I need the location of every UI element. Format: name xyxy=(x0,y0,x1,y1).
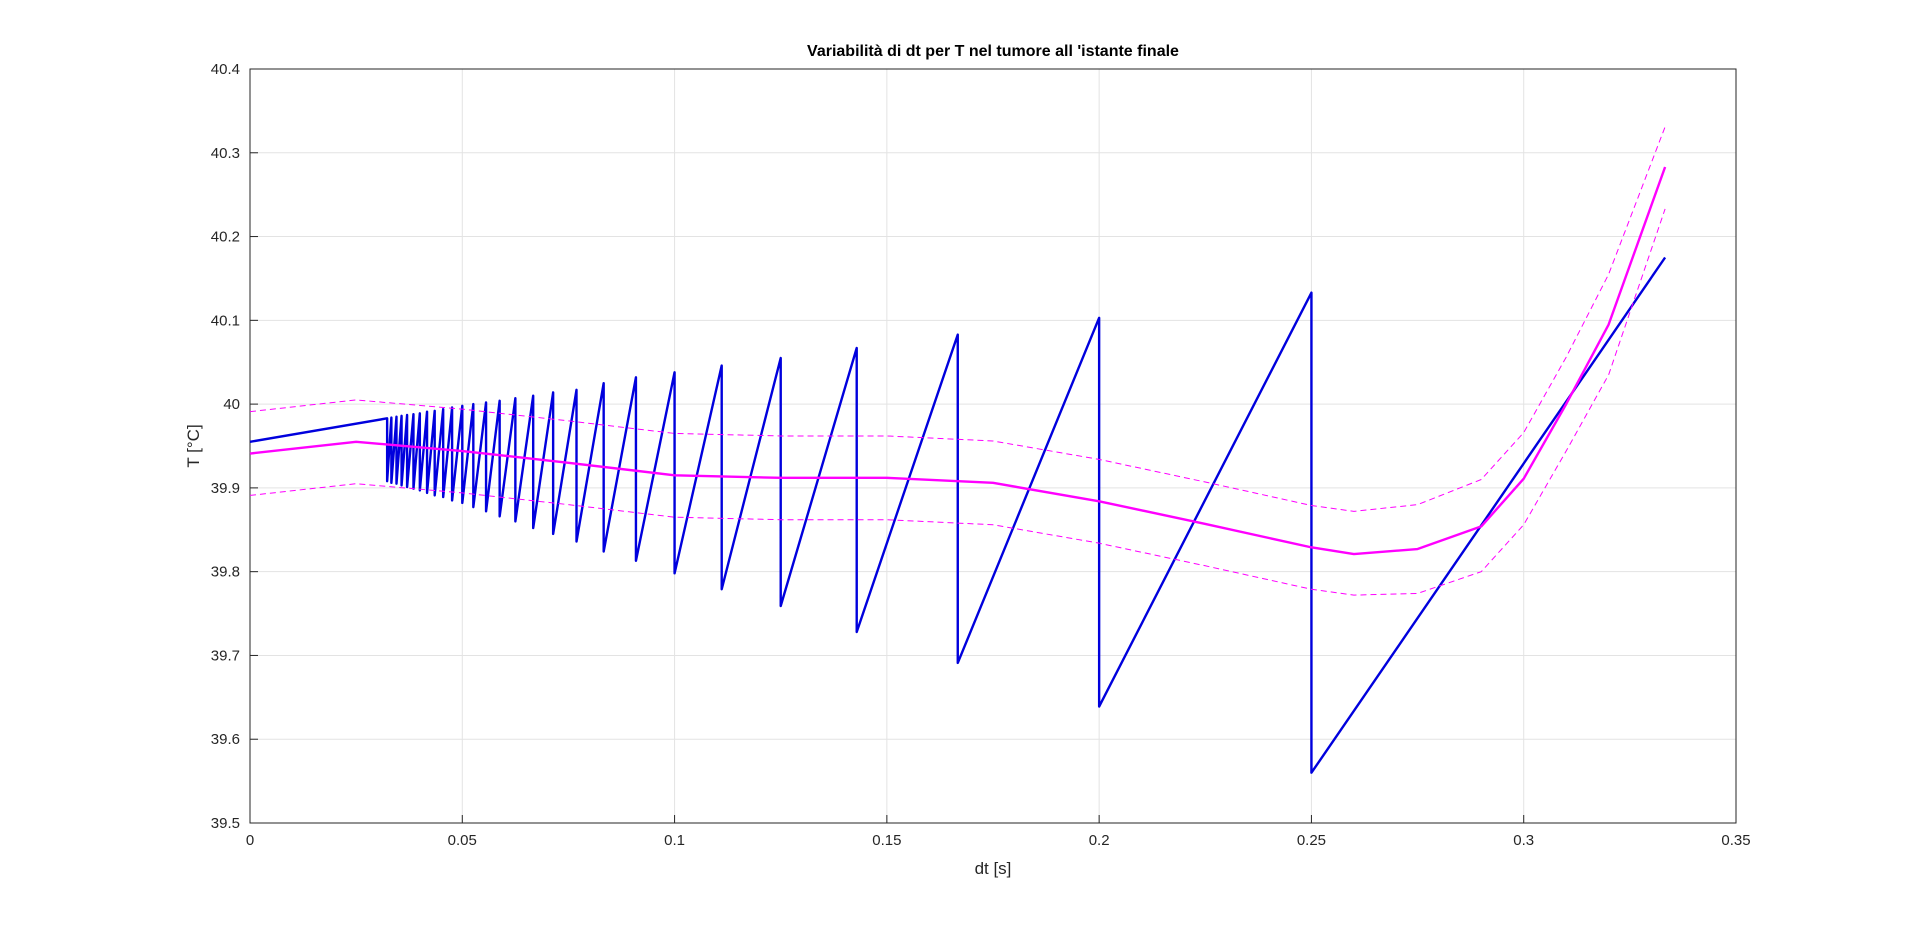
data-line xyxy=(249,208,1666,596)
x-tick-label: 0.15 xyxy=(872,832,901,849)
y-axis-label: T [°C] xyxy=(184,424,203,467)
data-line xyxy=(249,126,1666,512)
x-tick-label: 0 xyxy=(246,832,254,849)
x-axis-label: dt [s] xyxy=(975,859,1012,878)
x-tick-label: 0.35 xyxy=(1721,832,1750,849)
y-tick-label: 39.9 xyxy=(211,480,240,497)
axes-box xyxy=(249,68,1737,824)
y-tick-label: 39.6 xyxy=(211,731,240,748)
data-line xyxy=(249,166,1667,556)
data-line xyxy=(249,256,1667,774)
y-tick-label: 40.4 xyxy=(211,61,240,78)
y-tick-label: 39.8 xyxy=(211,564,240,581)
x-tick-label: 0.25 xyxy=(1297,832,1326,849)
y-tick-label: 40 xyxy=(223,396,240,413)
x-tick-label: 0.3 xyxy=(1513,832,1534,849)
x-tick-label: 0.05 xyxy=(448,832,477,849)
x-tick-label: 0.1 xyxy=(664,832,685,849)
y-tick-label: 40.2 xyxy=(211,229,240,246)
y-tick-label: 40.1 xyxy=(211,312,240,329)
y-tick-label: 39.7 xyxy=(211,647,240,664)
chart-title: Variabilità di dt per T nel tumore all '… xyxy=(807,43,1179,60)
x-tick-label: 0.2 xyxy=(1089,832,1110,849)
y-tick-label: 40.3 xyxy=(211,145,240,162)
y-tick-label: 39.5 xyxy=(211,815,240,832)
